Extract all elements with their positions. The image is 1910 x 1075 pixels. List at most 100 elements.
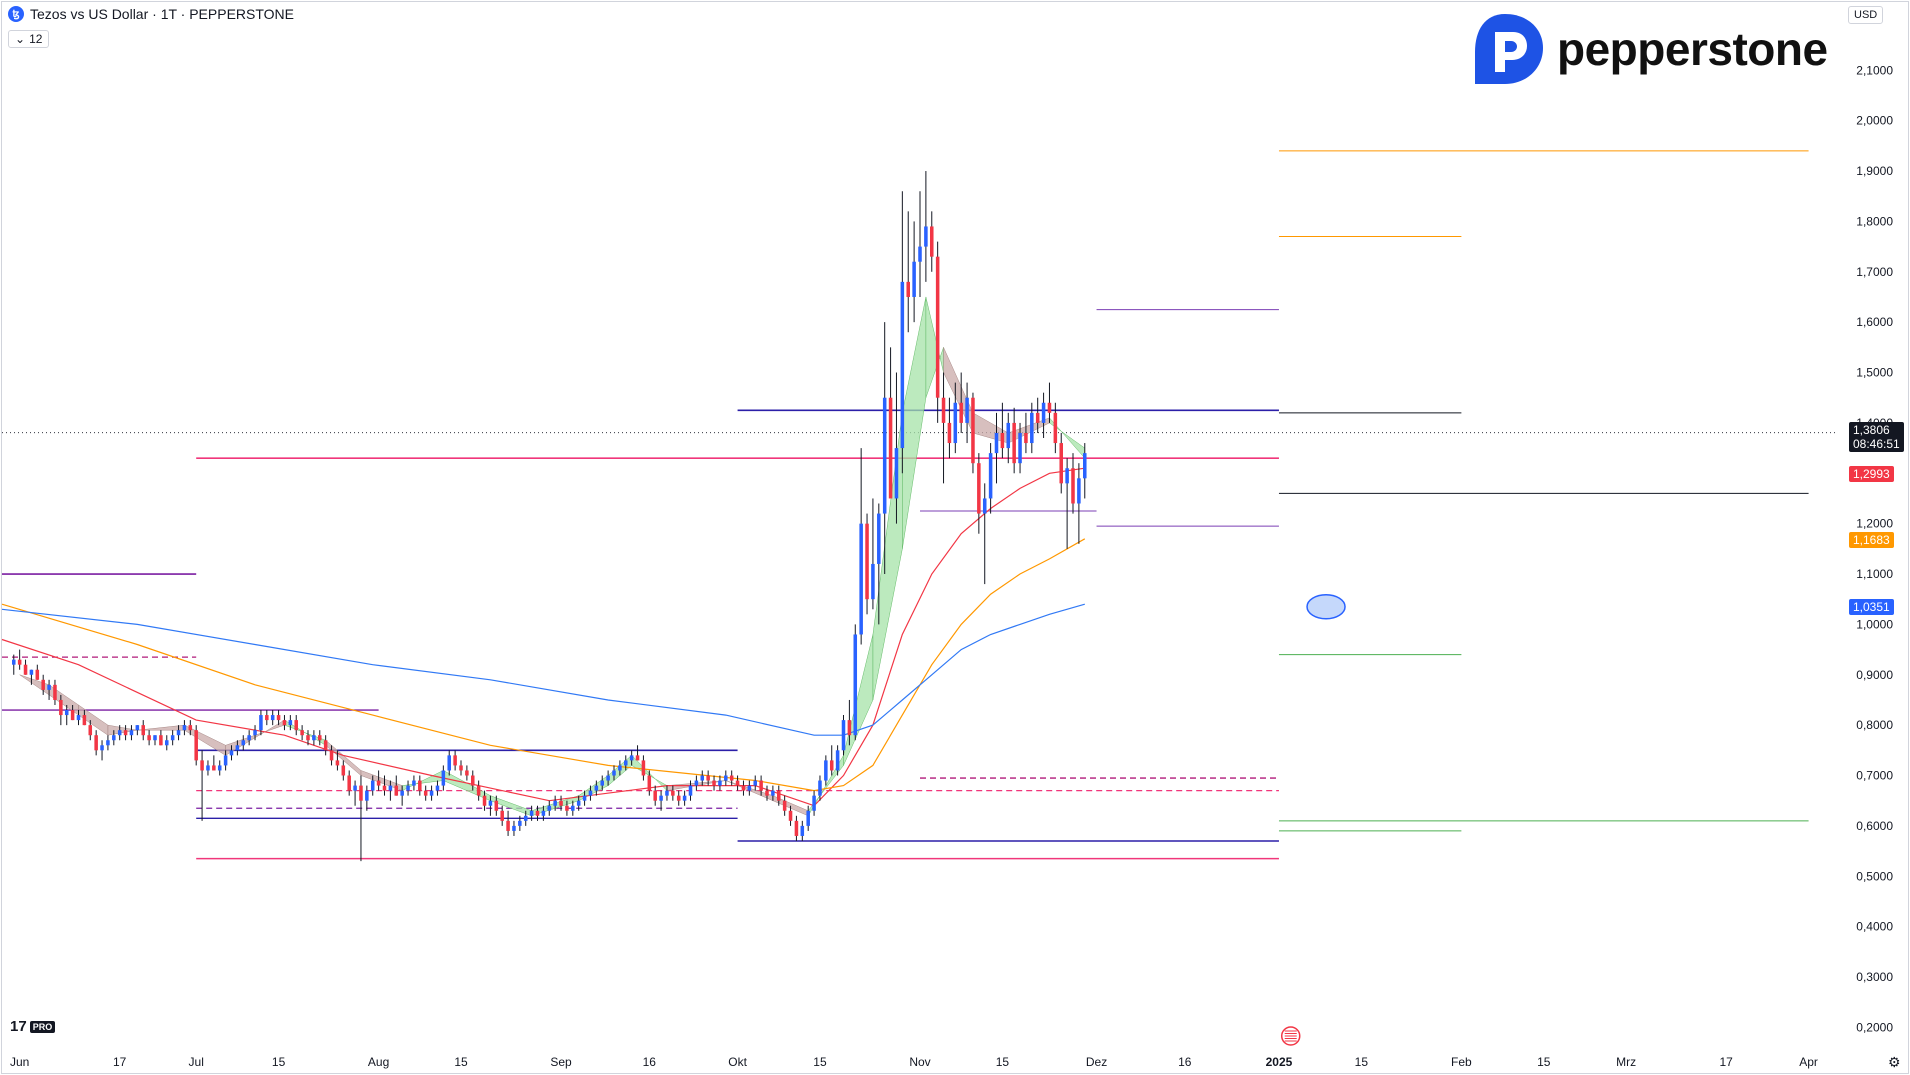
candle-body — [759, 780, 763, 791]
candle-body — [206, 765, 210, 771]
y-tick-label: 1,0000 — [1856, 617, 1893, 631]
gear-icon[interactable]: ⚙ — [1888, 1054, 1901, 1070]
symbol-legend[interactable]: ꜩ Tezos vs US Dollar · 1T · PEPPERSTONE — [8, 6, 294, 22]
candle — [23, 659, 28, 675]
candle-body — [676, 795, 681, 801]
candle-body — [847, 720, 852, 736]
moving-average-line — [1, 603, 1085, 736]
candle-body — [518, 820, 522, 826]
candle-body — [418, 780, 422, 791]
candle-body — [788, 810, 793, 821]
candle — [700, 770, 705, 786]
x-tick-label: 15 — [1355, 1055, 1369, 1069]
moving-average-line — [1, 538, 1086, 792]
candle — [918, 191, 922, 297]
candle — [471, 770, 475, 791]
indicators-toggle[interactable]: ⌄ 12 — [8, 30, 50, 48]
candle — [429, 785, 434, 801]
candle-body — [235, 745, 240, 751]
candle-body — [41, 679, 45, 690]
candle-body — [400, 790, 404, 796]
candle — [265, 710, 269, 726]
candle — [894, 372, 899, 524]
candle — [718, 775, 722, 791]
candle-body — [600, 780, 604, 786]
candle-body — [441, 770, 446, 786]
candle — [53, 679, 57, 705]
candle — [512, 820, 516, 836]
candle-body — [447, 755, 451, 771]
candle — [100, 740, 104, 761]
candle-body — [1041, 402, 1046, 423]
candle — [347, 770, 351, 796]
candle-body — [194, 730, 198, 761]
candle — [300, 725, 304, 741]
candle-body — [588, 790, 593, 796]
ma-ribbon-segment — [925, 296, 944, 398]
candle — [223, 750, 228, 771]
tradingview-logo[interactable]: 17 PRO — [10, 1018, 56, 1035]
candle — [147, 730, 151, 746]
candle-body — [59, 699, 63, 716]
candle — [906, 211, 910, 333]
candle — [112, 730, 116, 746]
pepperstone-logo: pepperstone — [1465, 12, 1828, 86]
indicators-count: 12 — [29, 32, 43, 46]
candle-body — [806, 810, 810, 826]
candle — [600, 775, 604, 791]
candle-body — [17, 659, 22, 665]
candle — [182, 720, 187, 736]
candle — [1083, 443, 1087, 499]
candle-body — [682, 795, 687, 801]
candle — [806, 805, 810, 831]
candle — [994, 412, 999, 484]
price-axis-tag: 1,3806 08:46:51 — [1849, 421, 1904, 452]
candle — [88, 720, 93, 741]
candle-body — [253, 730, 257, 736]
candle-body — [188, 725, 193, 731]
price-axis-tag: 1,0351 — [1849, 598, 1894, 615]
candle-body — [859, 523, 863, 635]
candle-body — [894, 448, 899, 499]
candle-body — [341, 765, 346, 776]
candle — [129, 725, 134, 741]
candle — [924, 171, 928, 282]
candle-body — [312, 735, 316, 741]
candle — [765, 785, 769, 801]
candle — [359, 775, 363, 862]
candle-body — [318, 735, 322, 741]
candle-body — [559, 800, 563, 806]
candle-body — [76, 715, 81, 721]
candle — [1018, 422, 1022, 474]
candle-body — [135, 725, 140, 731]
candle — [400, 785, 404, 806]
y-tick-label: 1,5000 — [1856, 366, 1893, 380]
y-tick-label: 1,6000 — [1856, 315, 1893, 329]
candle — [353, 780, 357, 806]
candle — [706, 770, 710, 786]
candle-body — [935, 256, 940, 398]
x-tick-label: 15 — [813, 1055, 827, 1069]
candle-body — [982, 498, 987, 514]
candle-body — [12, 659, 16, 665]
x-tick-label: 15 — [996, 1055, 1010, 1069]
tv-pro-badge: PRO — [29, 1020, 56, 1033]
candle-body — [647, 775, 652, 791]
candle-body — [276, 715, 281, 721]
candle-body — [688, 785, 693, 796]
y-tick-label: 0,6000 — [1856, 819, 1893, 833]
price-tag-value: 1,1683 — [1853, 532, 1890, 547]
candle — [382, 775, 387, 796]
candle — [76, 710, 81, 726]
tv-logo-mark: 17 — [10, 1018, 27, 1035]
price-tag-value: 1,3806 — [1853, 422, 1890, 437]
candle — [888, 347, 893, 499]
x-tick-label: Feb — [1451, 1055, 1472, 1069]
candle — [1035, 397, 1040, 433]
candle-body — [23, 664, 28, 675]
currency-selector[interactable]: USD — [1848, 6, 1884, 24]
candle-body — [994, 432, 999, 454]
candle — [859, 448, 863, 645]
candle — [882, 322, 887, 575]
